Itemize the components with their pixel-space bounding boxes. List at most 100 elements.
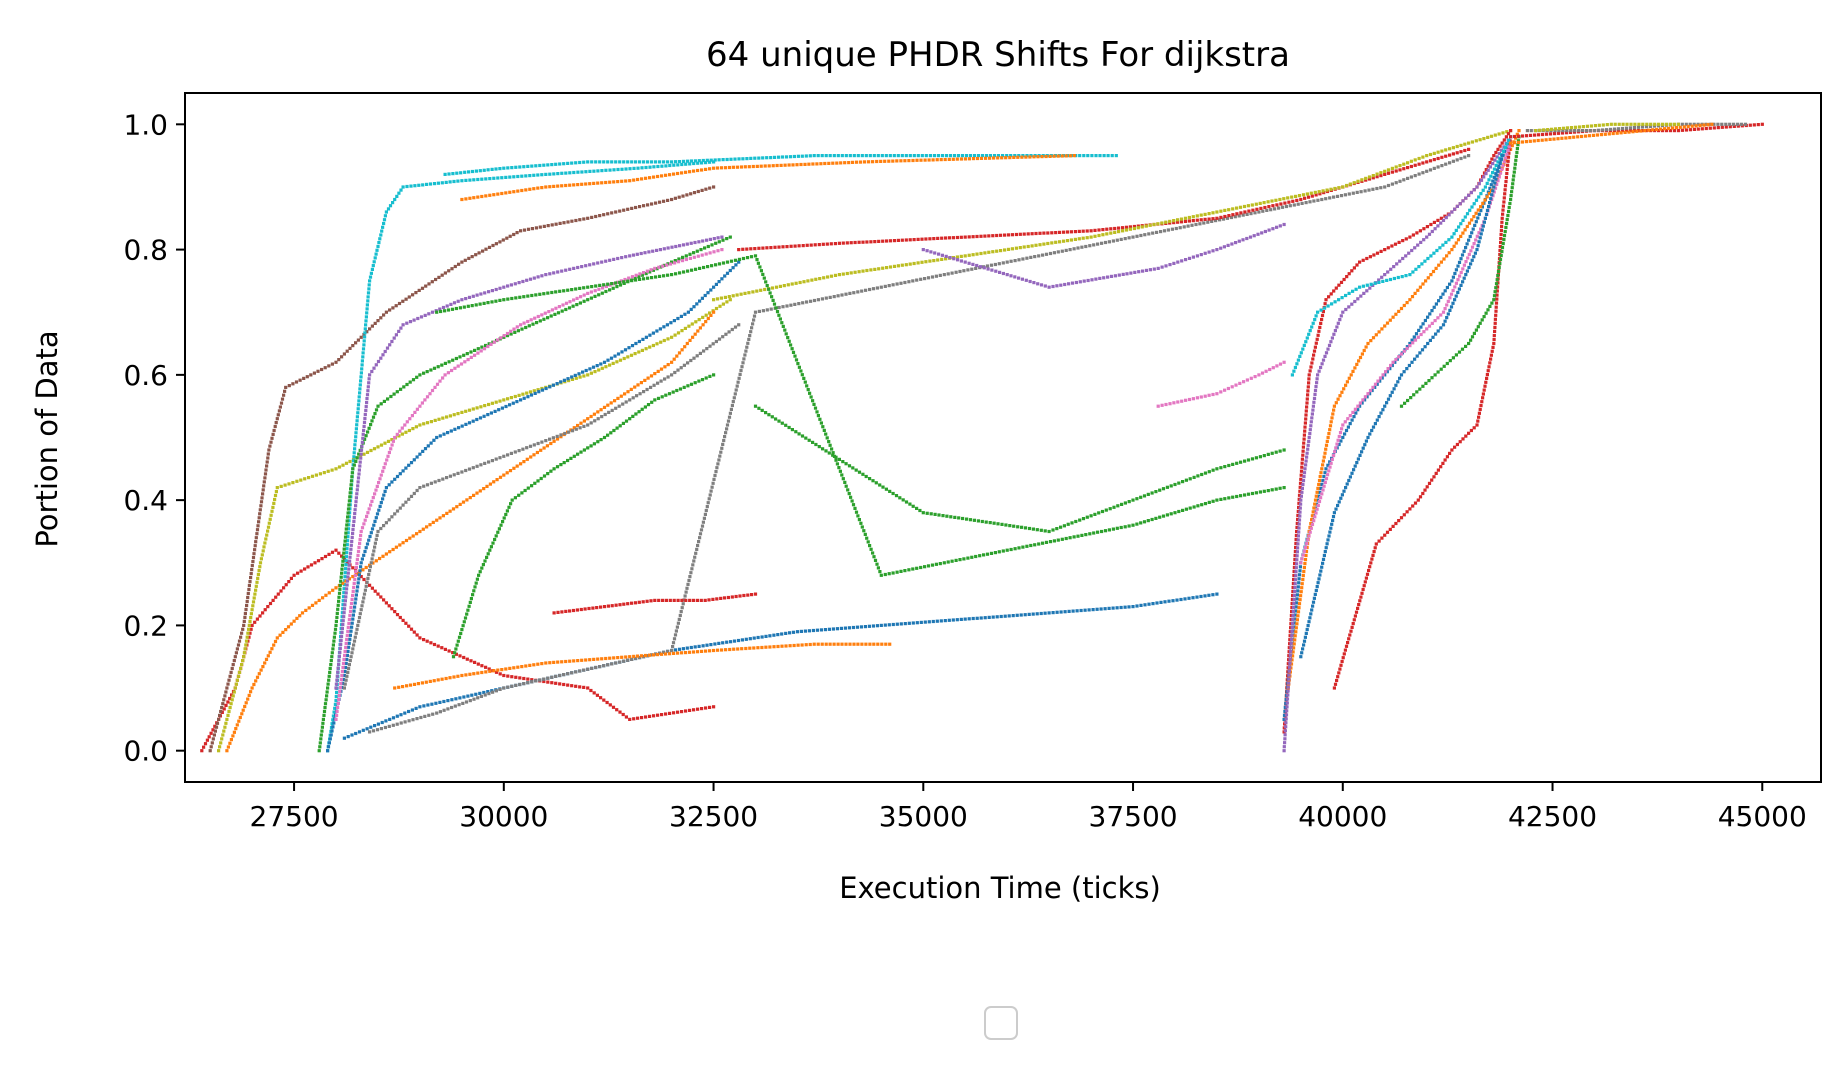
data-point [1299,498,1303,502]
data-point [603,412,607,417]
data-point [330,550,335,554]
data-point [768,634,772,638]
data-point [580,265,584,269]
data-point [1532,139,1536,143]
data-point [1418,229,1422,233]
data-point [248,631,252,635]
data-point [429,420,433,424]
data-point [608,288,612,292]
data-point [563,431,567,436]
data-point [1451,152,1455,156]
data-point [1295,525,1299,529]
data-point [1076,246,1080,250]
data-point [996,522,1000,526]
data-point [1477,212,1481,216]
data-point [349,601,354,605]
data-point [440,363,444,367]
data-point [331,714,335,718]
data-point [689,159,693,163]
data-point [1333,682,1338,686]
data-point [454,356,458,361]
data-point [628,167,632,171]
data-point [740,365,744,369]
data-point [807,438,811,442]
data-point [1478,321,1482,325]
data-point [1419,325,1423,329]
data-point [1317,329,1321,333]
data-point [1515,150,1519,155]
data-point [670,360,674,364]
data-point [1501,208,1505,212]
data-point [1548,137,1552,141]
data-point [548,272,552,276]
data-point [1437,263,1441,267]
data-point [1282,222,1286,227]
data-point [650,160,654,164]
data-point [633,385,637,389]
data-point [608,168,612,172]
data-point [240,663,244,667]
data-point [589,296,593,300]
data-point [1489,134,1494,138]
data-point [1310,412,1314,416]
data-point [1017,154,1021,158]
data-point [1301,482,1305,487]
data-point [872,154,876,158]
data-point [456,639,460,643]
data-point [494,400,498,404]
data-point [353,573,357,577]
data-point [613,399,617,403]
data-point [845,271,849,276]
data-point [829,242,833,246]
data-point [341,559,345,563]
data-point [353,508,357,512]
data-point [1445,254,1449,258]
data-point [813,243,817,247]
data-point [508,175,512,179]
data-point [359,529,363,534]
data-point [807,629,811,633]
data-point [1180,399,1184,403]
data-point [521,392,525,396]
data-point [1133,270,1137,274]
data-point [705,505,709,509]
data-point [921,511,925,515]
data-point [372,366,376,370]
data-point [1349,629,1353,633]
data-point [899,159,903,163]
data-point [468,600,472,604]
data-point [1648,129,1652,133]
data-point [642,655,646,659]
data-point [807,162,811,166]
data-point [708,251,712,255]
data-point [359,375,363,379]
data-point [549,314,553,318]
data-point [620,350,624,354]
data-point [1439,367,1443,371]
data-point [999,249,1003,253]
data-point [1592,129,1597,133]
data-point [289,576,293,580]
data-point [410,708,414,712]
data-point [383,349,387,354]
data-point [1258,201,1262,205]
data-point [265,460,269,464]
data-point [1219,390,1223,394]
data-point [1480,318,1484,322]
data-point [1492,294,1497,298]
data-point [498,399,502,403]
data-point [586,291,590,295]
data-point [643,378,647,382]
data-point [324,593,328,597]
data-point [391,547,395,552]
data-point [606,212,610,216]
data-point [1454,281,1458,285]
data-point [300,611,305,615]
data-point [382,524,386,528]
data-point [999,614,1003,619]
data-point [1012,524,1016,528]
data-point [1364,345,1368,349]
data-point [1344,293,1348,298]
data-point [1299,561,1303,565]
data-point [422,704,426,708]
